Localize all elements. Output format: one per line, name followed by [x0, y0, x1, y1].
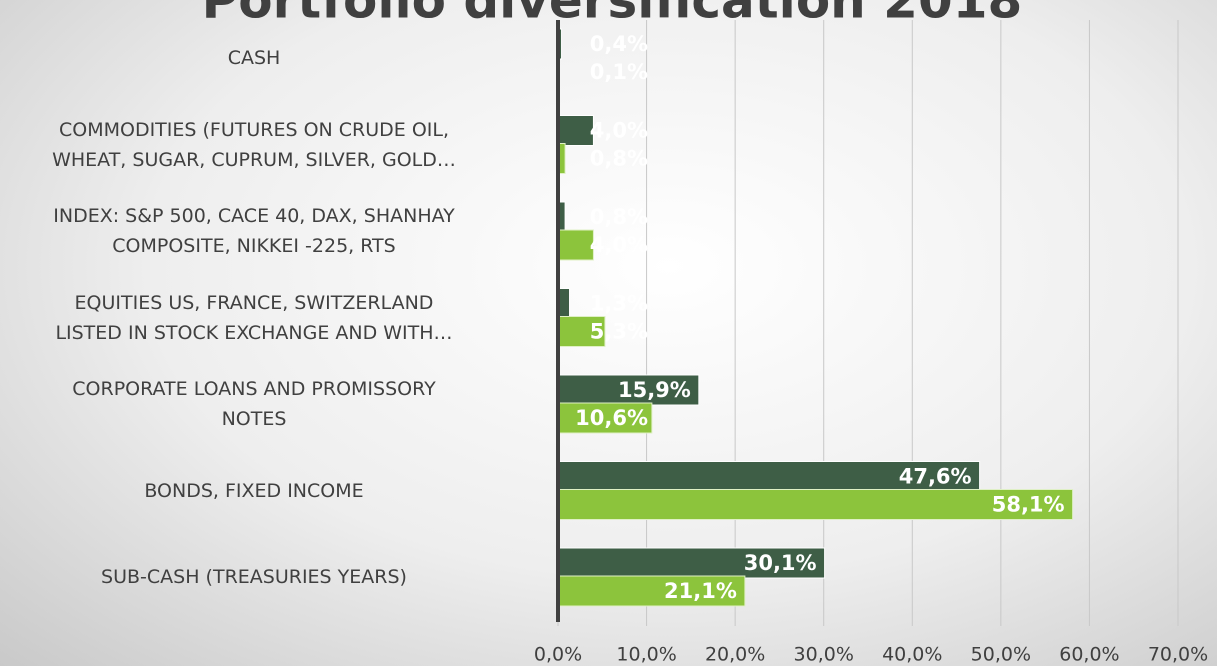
data-label: 0,8% — [590, 205, 648, 229]
x-tick-label: 60,0% — [1059, 644, 1119, 666]
x-tick-label: 50,0% — [971, 644, 1031, 666]
category-label: CORPORATE LOANS AND PROMISSORY NOTES — [72, 378, 436, 430]
bar — [557, 115, 594, 146]
data-label: 4,0% — [590, 233, 648, 257]
data-label: 21,1% — [664, 579, 737, 603]
x-tick-label: 10,0% — [616, 644, 676, 666]
data-label: 4,0% — [590, 119, 648, 143]
data-label: 47,6% — [899, 465, 972, 489]
chart-title: Portfolio diversification 2018 — [202, 0, 1023, 30]
data-label: 58,1% — [992, 493, 1065, 517]
category-label: BONDS, FIXED INCOME — [144, 479, 364, 502]
x-tick-label: 20,0% — [705, 644, 765, 666]
data-label: 0,8% — [590, 147, 648, 171]
x-tick-label: 0,0% — [534, 644, 582, 666]
bar — [557, 374, 700, 406]
x-tick-label: 40,0% — [882, 644, 942, 666]
data-label: 0,1% — [590, 60, 648, 84]
data-label: 10,6% — [575, 406, 648, 430]
bar — [557, 229, 594, 261]
x-tick-label: 70,0% — [1148, 644, 1208, 666]
data-label: 1,3% — [590, 292, 648, 316]
data-label: 5,3% — [590, 320, 648, 344]
bar — [557, 316, 606, 347]
bar — [557, 402, 653, 434]
category-label: SUB-CASH (TREASURIES YEARS) — [101, 566, 407, 588]
category-label: CASH — [227, 47, 281, 69]
category-label: EQUITIES US, FRANCE, SWITZERLAND LISTED … — [55, 291, 453, 344]
category-label: INDEX: S&P 500, CACE 40, DAX, SHANHAY CO… — [53, 205, 455, 257]
data-label: 15,9% — [618, 378, 691, 402]
category-label: COMMODITIES (FUTURES ON CRUDE OIL, WHEAT… — [52, 118, 456, 171]
data-label: 30,1% — [744, 551, 817, 575]
x-tick-label: 30,0% — [794, 644, 854, 666]
data-label: 0,4% — [590, 32, 648, 56]
